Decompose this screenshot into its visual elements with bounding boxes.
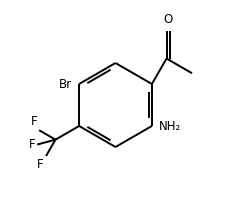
Text: O: O — [164, 13, 173, 26]
Text: NH₂: NH₂ — [159, 119, 181, 133]
Text: F: F — [37, 158, 44, 171]
Text: F: F — [30, 115, 37, 128]
Text: Br: Br — [59, 77, 72, 91]
Text: F: F — [28, 138, 35, 151]
